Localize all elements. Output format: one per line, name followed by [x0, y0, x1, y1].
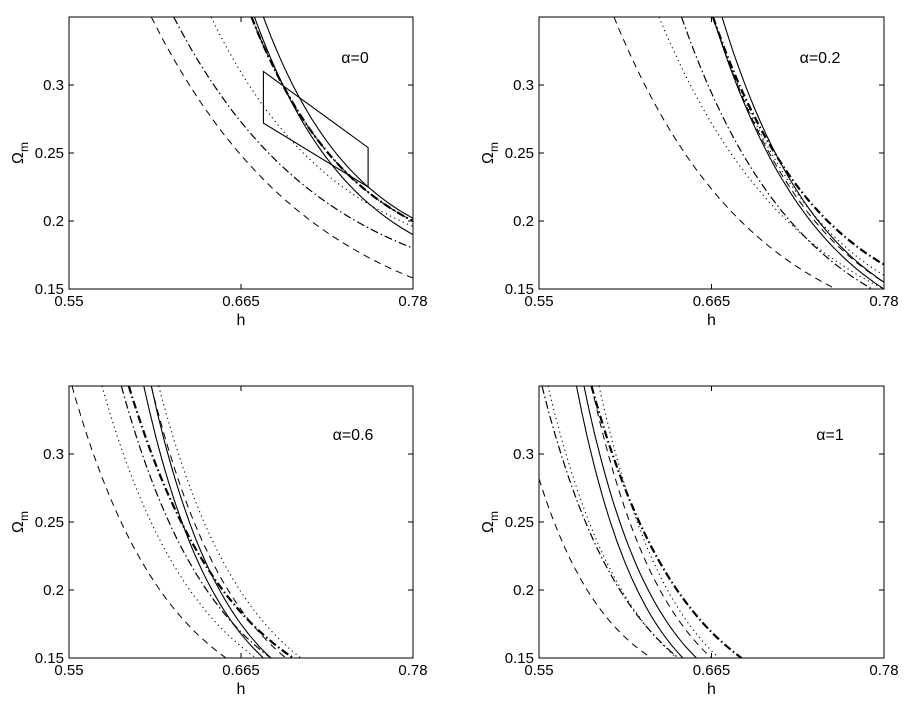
series-line-dotted — [547, 386, 678, 658]
y-axis-label-subscript: m — [17, 142, 31, 152]
y-axis-label: Ωm — [480, 142, 501, 164]
x-tick-label: 0.78 — [869, 293, 898, 310]
x-axis-label: h — [707, 312, 716, 329]
series-line-dashed — [71, 386, 227, 658]
y-axis-label-symbol: Ω — [480, 521, 497, 533]
panel-4: 0.55 0.665 0.78 0.15 0.2 0.25 0.3 h Ωm α=1 — [480, 385, 899, 698]
y-tick-label: 0.3 — [43, 77, 64, 94]
x-axis-label: h — [237, 312, 246, 329]
panel-alpha-label: α=0.2 — [800, 50, 841, 67]
y-axis-label-subscript: m — [487, 142, 501, 152]
y-tick-label: 0.15 — [35, 650, 64, 667]
y-tick-label: 0.2 — [43, 582, 64, 599]
constraint-region — [262, 70, 369, 188]
series-group — [71, 386, 302, 658]
series-line-dotted — [712, 17, 884, 276]
series-line-solid — [262, 17, 413, 219]
series-line-dashdot — [173, 17, 413, 249]
y-axis-label-symbol: Ω — [480, 152, 497, 164]
y-tick-label: 0.3 — [513, 446, 534, 463]
y-axis-label-symbol: Ω — [10, 521, 27, 533]
y-tick-label: 0.25 — [505, 514, 534, 531]
x-tick-label: 0.78 — [869, 662, 898, 679]
y-tick-label: 0.15 — [505, 281, 534, 298]
series-line-dashed — [539, 478, 652, 658]
x-tick-label: 0.665 — [222, 293, 260, 310]
y-tick-label: 0.2 — [513, 213, 534, 230]
x-axis-label: h — [237, 681, 246, 698]
series-line-solid — [721, 17, 884, 283]
y-tick-label: 0.2 — [43, 213, 64, 230]
series-line-solid — [253, 17, 413, 236]
series-line-dashed — [712, 17, 884, 283]
x-tick-label: 0.665 — [693, 293, 731, 310]
x-tick-label: 0.55 — [54, 662, 83, 679]
series-line-dashdot — [680, 17, 873, 289]
panel-1: 0.55 0.665 0.78 0.15 0.2 0.25 0.3 h Ωm α=0 — [10, 16, 428, 329]
y-tick-label: 0.2 — [513, 582, 534, 599]
series-line-solid — [143, 386, 264, 658]
series-line-dashdot-thick — [127, 386, 294, 658]
x-axis-label: h — [707, 681, 716, 698]
x-tick-label: 0.78 — [398, 293, 427, 310]
panel-3: 0.55 0.665 0.78 0.15 0.2 0.25 0.3 h Ωm α=0.6 — [10, 385, 428, 698]
y-axis-label-subscript: m — [17, 511, 31, 521]
y-tick-label: 0.15 — [505, 650, 534, 667]
y-tick-label: 0.3 — [43, 446, 64, 463]
series-line-solid — [583, 386, 697, 658]
series-line-dashdot — [120, 386, 272, 658]
y-tick-label: 0.15 — [35, 281, 64, 298]
y-axis-label-symbol: Ω — [10, 152, 27, 164]
x-tick-label: 0.78 — [398, 662, 427, 679]
series-group — [613, 17, 884, 289]
panel-alpha-label: α=0 — [341, 50, 369, 67]
y-axis-label: Ωm — [10, 511, 31, 533]
x-tick-label: 0.55 — [524, 662, 553, 679]
series-line-solid — [712, 17, 884, 289]
series-line-dashdot — [541, 386, 679, 658]
panel-alpha-label: α=1 — [816, 427, 844, 444]
series-line-dashed — [591, 386, 712, 658]
panel-alpha-label: α=0.6 — [333, 427, 374, 444]
series-group — [539, 386, 743, 658]
series-line-solid — [575, 386, 684, 658]
series-line-dotted — [598, 386, 720, 658]
series-line-dashdot-thick — [711, 17, 884, 266]
y-tick-label: 0.25 — [35, 514, 64, 531]
y-axis-label: Ωm — [10, 142, 31, 164]
x-tick-label: 0.55 — [524, 293, 553, 310]
x-tick-label: 0.55 — [54, 293, 83, 310]
x-tick-label: 0.665 — [222, 662, 260, 679]
x-tick-label: 0.665 — [693, 662, 731, 679]
y-tick-label: 0.25 — [505, 145, 534, 162]
series-line-dashed — [613, 17, 837, 289]
y-tick-label: 0.3 — [513, 77, 534, 94]
series-line-dotted — [101, 386, 257, 658]
y-tick-label: 0.25 — [35, 145, 64, 162]
series-line-dashed — [150, 386, 287, 658]
y-axis-label: Ωm — [480, 511, 501, 533]
panel-2: 0.55 0.665 0.78 0.15 0.2 0.25 0.3 h Ωm α=0.2 — [480, 16, 899, 329]
series-line-dashed — [150, 17, 413, 279]
series-line-dashdot-thick — [590, 386, 743, 658]
series-group — [150, 17, 413, 279]
series-line-dashdot-thick — [250, 17, 413, 222]
y-axis-label-subscript: m — [487, 511, 501, 521]
